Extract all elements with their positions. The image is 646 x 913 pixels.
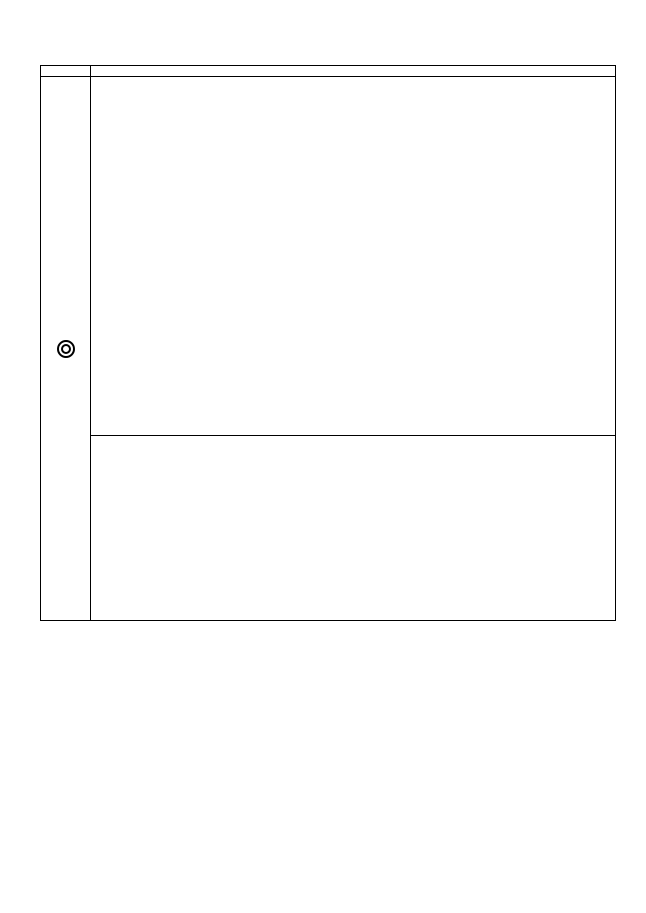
- fig150-desc: [91, 436, 615, 452]
- fig149-desc: [91, 77, 615, 93]
- fig150-3d-svg: [401, 456, 646, 606]
- fig150-2d-svg: [101, 456, 401, 606]
- fig149-2d-wrap: [91, 93, 615, 261]
- th-explanation: [91, 66, 616, 77]
- concentricity-icon: [56, 339, 76, 359]
- fig149-2d-svg: [203, 97, 503, 247]
- tolerance-table: [40, 65, 616, 621]
- fig150-3d-col: [401, 456, 646, 614]
- fig149-3d-svg: [203, 265, 503, 415]
- section-heading: [60, 44, 616, 55]
- sign-cell: [41, 77, 91, 621]
- th-sign: [41, 66, 91, 77]
- fig149-3d-wrap: [91, 261, 615, 429]
- fig150-row: [91, 452, 615, 614]
- explanation-cell: [91, 77, 616, 621]
- fig150-2d-col: [101, 456, 401, 614]
